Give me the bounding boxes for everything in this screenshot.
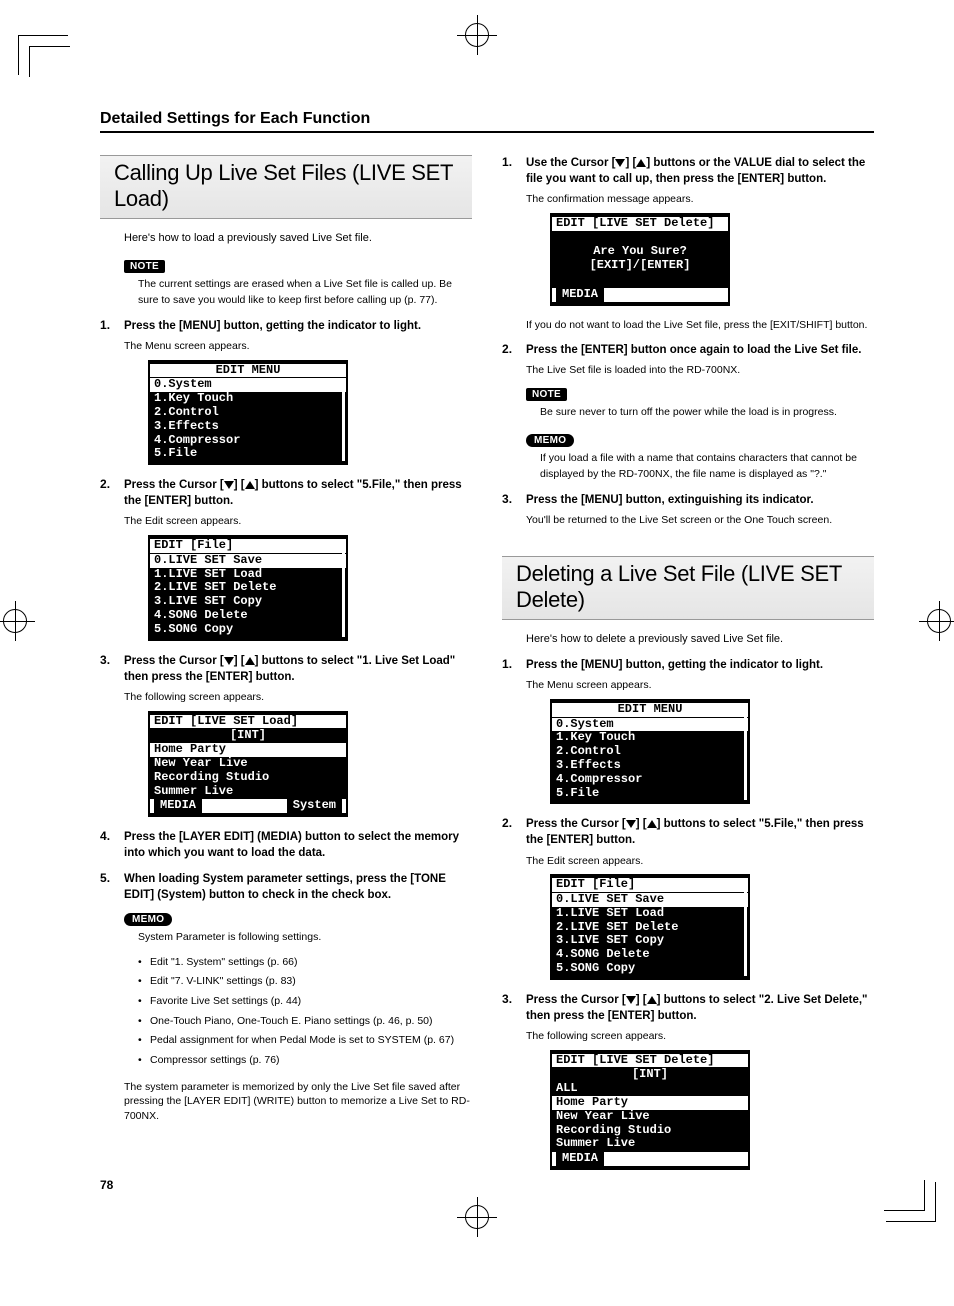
after-note: The system parameter is memorized by onl… [124,1080,472,1124]
lcd-screenshot-edit-file: EDIT [File]0.LIVE SET Save1.LIVE SET Loa… [550,874,750,980]
memo-text: System Parameter is following settings. [138,930,472,945]
step-instruction: Press the [MENU] button, getting the ind… [124,318,472,334]
note-text: Be sure never to turn off the power whil… [540,405,874,420]
note-badge: NOTE [124,260,165,273]
lcd-screenshot-edit-menu: EDIT MENU0.System1.Key Touch2.Control3.E… [550,699,750,805]
bullet-item: Edit "1. System" settings (p. 66) [138,956,472,970]
step-instruction: Press the [ENTER] button once again to l… [526,342,874,358]
step-result: The following screen appears. [526,1029,874,1044]
cursor-down-icon [224,481,234,489]
step-instruction: Press the Cursor [] [] buttons to select… [526,816,874,848]
bullet-item: Favorite Live Set settings (p. 44) [138,995,472,1009]
steps-list-delete: Press the [MENU] button, getting the ind… [502,657,874,1170]
step-result: The Edit screen appears. [124,514,472,529]
step-result: You'll be returned to the Live Set scree… [526,513,874,528]
bullet-item: Edit "7. V-LINK" settings (p. 83) [138,975,472,989]
system-params-list: Edit "1. System" settings (p. 66) Edit "7… [138,956,472,1068]
step-instruction: When loading System parameter settings, … [124,871,472,903]
lcd-screenshot-confirm: EDIT [LIVE SET Delete] Are You Sure?[EXI… [550,213,730,306]
left-column: Calling Up Live Set Files (LIVE SET Load… [100,155,472,1182]
cursor-up-icon [245,481,255,489]
note-text: The current settings are erased when a L… [138,277,472,307]
cursor-down-icon [615,159,625,167]
step-result: The Menu screen appears. [526,678,874,693]
step-result: The confirmation message appears. [526,192,874,207]
intro-text: Here's how to delete a previously saved … [526,632,874,647]
step-result: The Edit screen appears. [526,854,874,869]
step-instruction: Press the Cursor [] [] buttons to select… [124,477,472,509]
memo-text: If you load a file with a name that cont… [540,451,874,481]
cursor-up-icon [647,820,657,828]
steps-list-load: Press the [MENU] button, getting the ind… [100,318,472,1124]
bullet-item: Pedal assignment for when Pedal Mode is … [138,1034,472,1048]
steps-list-load-cont: Use the Cursor [] [] buttons or the VALU… [502,155,874,528]
cursor-down-icon [626,996,636,1004]
step-result: The Menu screen appears. [124,339,472,354]
step-instruction: Press the Cursor [] [] buttons to select… [124,653,472,685]
bullet-item: Compressor settings (p. 76) [138,1054,472,1068]
right-column: Use the Cursor [] [] buttons or the VALU… [502,155,874,1182]
lcd-screenshot-edit-menu: EDIT MENU0.System1.Key Touch2.Control3.E… [148,360,348,466]
cursor-up-icon [636,159,646,167]
step-result: The Live Set file is loaded into the RD-… [526,363,874,378]
memo-badge: MEMO [124,913,172,926]
step-instruction: Press the Cursor [] [] buttons to select… [526,992,874,1024]
step-instruction: Press the [MENU] button, extinguishing i… [526,492,874,508]
page-number: 78 [100,1178,113,1192]
bullet-item: One-Touch Piano, One-Touch E. Piano sett… [138,1015,472,1029]
step-note: If you do not want to load the Live Set … [526,318,874,333]
cursor-down-icon [626,820,636,828]
section-title-load: Calling Up Live Set Files (LIVE SET Load… [100,155,472,219]
step-result: The following screen appears. [124,690,472,705]
memo-badge: MEMO [526,434,574,447]
intro-text: Here's how to load a previously saved Li… [124,231,472,246]
lcd-screenshot-liveset-delete: EDIT [LIVE SET Delete][INT]ALLHome Party… [550,1050,750,1170]
page-header: Detailed Settings for Each Function [100,110,874,133]
step-instruction: Press the [LAYER EDIT] (MEDIA) button to… [124,829,472,861]
section-title-delete: Deleting a Live Set File (LIVE SET Delet… [502,556,874,620]
cursor-up-icon [647,996,657,1004]
cursor-up-icon [245,657,255,665]
note-badge: NOTE [526,388,567,401]
step-instruction: Use the Cursor [] [] buttons or the VALU… [526,155,874,187]
lcd-screenshot-liveset-load: EDIT [LIVE SET Load][INT]Home PartyNew Y… [148,711,348,818]
cursor-down-icon [224,657,234,665]
step-instruction: Press the [MENU] button, getting the ind… [526,657,874,673]
lcd-screenshot-edit-file: EDIT [File]0.LIVE SET Save1.LIVE SET Loa… [148,535,348,641]
